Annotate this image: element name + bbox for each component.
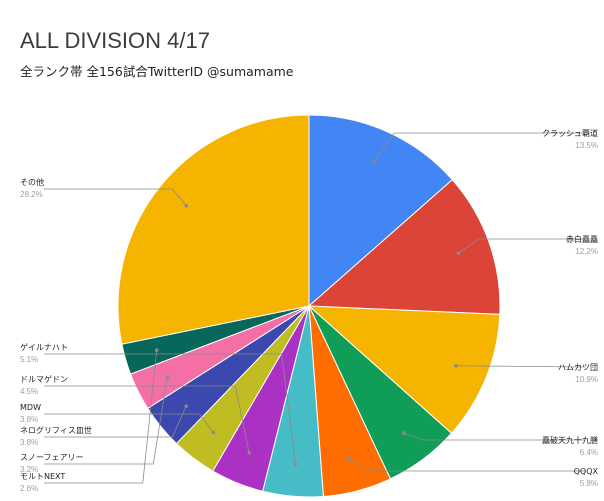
- slice-2-percent: 12.2%: [575, 247, 598, 256]
- slice-3[interactable]: [307, 305, 501, 434]
- chart-title: ALL DIVISION 4/17: [20, 28, 210, 53]
- slice-8-leader: [44, 413, 214, 433]
- slice-8-label: MDW: [20, 403, 41, 412]
- slice-7-label: ドルマゲドン: [20, 374, 68, 384]
- slice-10-label: スノーフェアリー: [20, 453, 84, 462]
- slice-12-label: その他: [20, 177, 44, 187]
- slice-1-label: クラッシュ覇道: [542, 128, 598, 138]
- slice-9-percent: 3.8%: [20, 438, 38, 447]
- slice-1-leader: [373, 132, 585, 162]
- slice-10-leader: [44, 377, 168, 465]
- slice-9-label: ネログリフィス皿世: [20, 425, 92, 435]
- slice-12-leader: [44, 188, 187, 206]
- slice-1-percent: 13.5%: [575, 141, 598, 150]
- slice-labels: クラッシュ覇道 13.5% 赤白矗矗 12.2% ハムカツ団 10.9% 矗破天九十九膳 6.…: [20, 128, 599, 493]
- slice-6-anchor: [293, 462, 298, 466]
- slice-11-leader: [44, 350, 158, 484]
- slice-2-label: 赤白矗矗: [566, 234, 598, 244]
- slice-4-percent: 6.4%: [580, 448, 598, 457]
- slice-5-leader: [349, 458, 585, 472]
- slice-6-leader: [44, 353, 296, 465]
- slice-7-leader: [44, 385, 250, 453]
- slice-5-label: QQQX: [574, 467, 599, 476]
- slice-6-percent: 5.1%: [20, 355, 38, 364]
- slice-4-label: 矗破天九十九膳: [542, 435, 598, 445]
- slice-6-label: ゲイルナハト: [20, 342, 68, 352]
- slice-2-leader: [458, 238, 585, 254]
- pie-slices: [117, 114, 501, 498]
- slice-3-leader: [455, 365, 586, 368]
- slice-12-percent: 28.2%: [20, 190, 43, 199]
- slice-4-leader: [403, 432, 585, 441]
- slice-9-leader: [44, 406, 187, 438]
- slice-7-anchor: [247, 451, 252, 455]
- chart-subtitle: 全ランク帯 全156試合TwitterID @sumamame: [20, 64, 294, 79]
- slice-10-percent: 3.2%: [20, 465, 38, 474]
- slice-3-percent: 10.9%: [575, 375, 598, 384]
- slice-2[interactable]: [307, 178, 501, 315]
- slice-11-label: モルトNEXT: [20, 472, 65, 481]
- slice-11-percent: 2.6%: [20, 484, 38, 493]
- slice-5-percent: 5.8%: [580, 479, 598, 488]
- slice-1[interactable]: [308, 114, 453, 308]
- slice-8-percent: 3.8%: [20, 415, 38, 424]
- slice-3-label: ハムカツ団: [558, 363, 598, 372]
- slice-12[interactable]: [117, 114, 310, 345]
- label-leaders: [44, 132, 586, 484]
- slice-7-percent: 4.5%: [20, 387, 38, 396]
